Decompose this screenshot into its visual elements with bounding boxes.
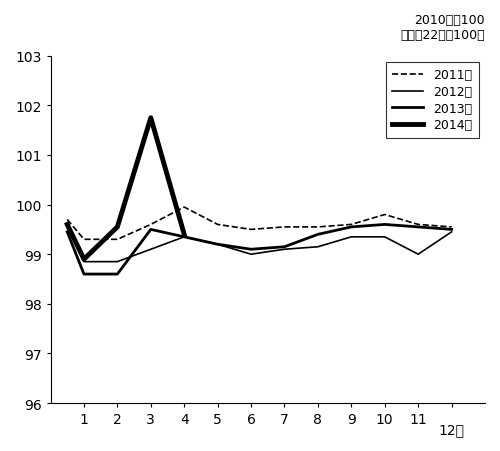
2013年 <box>214 242 220 248</box>
2012年 <box>64 225 70 230</box>
2013年 <box>348 225 354 230</box>
2011年 <box>248 227 254 233</box>
2011年 <box>382 212 388 218</box>
2013年 <box>382 222 388 228</box>
2011年 <box>114 237 120 243</box>
2011年 <box>214 222 220 228</box>
2012年 <box>114 259 120 265</box>
Text: 2010年＝100
（平成22年＝100）: 2010年＝100 （平成22年＝100） <box>400 14 485 41</box>
2012年 <box>214 242 220 248</box>
Line: 2014年: 2014年 <box>67 119 184 260</box>
2014年 <box>81 257 87 262</box>
2013年 <box>248 247 254 253</box>
Line: 2012年: 2012年 <box>67 227 452 262</box>
2011年 <box>415 222 421 228</box>
2013年 <box>148 227 154 233</box>
2012年 <box>282 247 288 253</box>
Legend: 2011年, 2012年, 2013年, 2014年: 2011年, 2012年, 2013年, 2014年 <box>386 63 478 138</box>
2011年 <box>448 225 454 230</box>
2012年 <box>248 252 254 258</box>
Text: 12月: 12月 <box>438 422 464 436</box>
2011年 <box>181 205 187 210</box>
2014年 <box>148 116 154 121</box>
2011年 <box>148 222 154 228</box>
2014年 <box>114 225 120 230</box>
2012年 <box>382 235 388 240</box>
2012年 <box>415 252 421 258</box>
2011年 <box>315 225 321 230</box>
2011年 <box>64 217 70 223</box>
2013年 <box>282 244 288 250</box>
2012年 <box>181 235 187 240</box>
Line: 2013年: 2013年 <box>67 225 452 275</box>
2011年 <box>81 237 87 243</box>
2012年 <box>448 230 454 235</box>
2013年 <box>64 230 70 235</box>
Line: 2011年: 2011年 <box>67 207 452 240</box>
2013年 <box>415 225 421 230</box>
2012年 <box>315 244 321 250</box>
2012年 <box>81 259 87 265</box>
2013年 <box>81 272 87 277</box>
2014年 <box>64 222 70 228</box>
2013年 <box>448 227 454 233</box>
2013年 <box>114 272 120 277</box>
2013年 <box>181 235 187 240</box>
2011年 <box>348 222 354 228</box>
2013年 <box>315 232 321 238</box>
2012年 <box>148 247 154 253</box>
2014年 <box>181 232 187 238</box>
2012年 <box>348 235 354 240</box>
2011年 <box>282 225 288 230</box>
